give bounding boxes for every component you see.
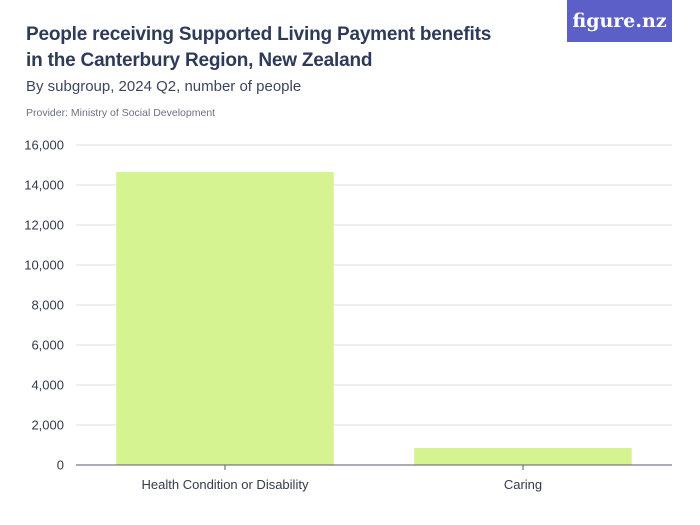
figure-nz-logo[interactable]: figure.nz bbox=[567, 0, 672, 42]
y-tick-label: 12,000 bbox=[24, 218, 64, 233]
y-tick-label: 2,000 bbox=[31, 418, 64, 433]
bar bbox=[116, 172, 334, 465]
y-tick-label: 14,000 bbox=[24, 178, 64, 193]
y-tick-label: 0 bbox=[57, 458, 64, 473]
chart-title: People receiving Supported Living Paymen… bbox=[26, 24, 492, 71]
y-tick-label: 10,000 bbox=[24, 258, 64, 273]
y-tick-label: 6,000 bbox=[31, 338, 64, 353]
data-provider: Provider: Ministry of Social Development bbox=[26, 107, 216, 119]
bar bbox=[414, 448, 632, 465]
x-tick-label: Health Condition or Disability bbox=[142, 477, 309, 492]
y-tick-label: 16,000 bbox=[24, 138, 64, 153]
chart-subtitle: By subgroup, 2024 Q2, number of people bbox=[26, 78, 302, 95]
y-tick-label: 4,000 bbox=[31, 378, 64, 393]
y-tick-label: 8,000 bbox=[31, 298, 64, 313]
x-tick-label: Caring bbox=[504, 477, 542, 492]
